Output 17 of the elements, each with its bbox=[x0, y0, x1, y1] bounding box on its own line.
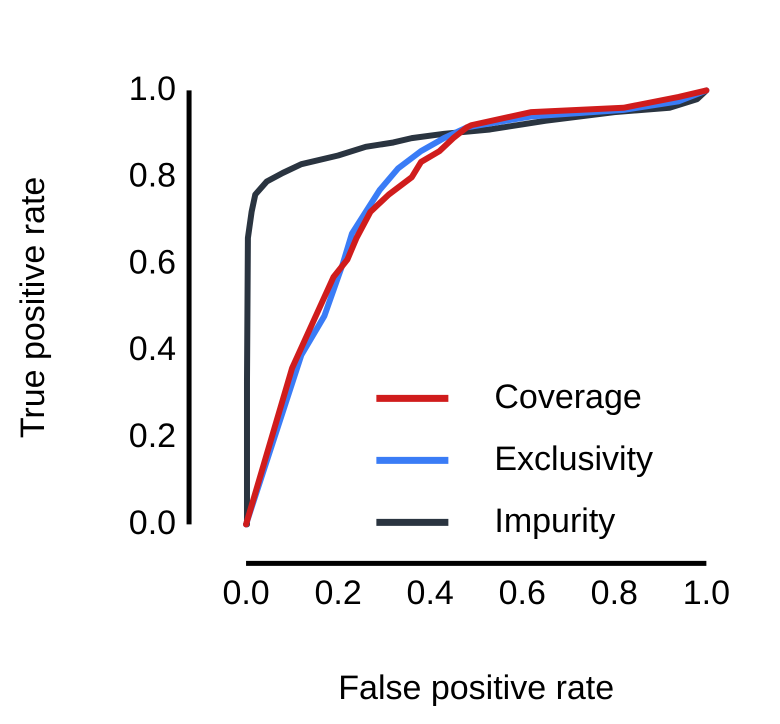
legend-label: Impurity bbox=[494, 502, 616, 540]
y-axis-title: True positive rate bbox=[14, 176, 52, 438]
x-tick-label: 1.0 bbox=[682, 574, 730, 612]
legend-label: Coverage bbox=[494, 378, 642, 416]
y-tick-label: 1.0 bbox=[128, 70, 176, 108]
y-tick-label: 0.2 bbox=[128, 416, 176, 455]
y-tick-label: 0.8 bbox=[128, 156, 176, 195]
legend-label: Exclusivity bbox=[494, 440, 654, 478]
y-tick-label: 0.6 bbox=[128, 243, 176, 282]
x-tick-label: 0.0 bbox=[222, 574, 270, 612]
x-axis-title: False positive rate bbox=[338, 668, 614, 707]
y-tick-label: 0.0 bbox=[128, 504, 176, 542]
x-tick-label: 0.2 bbox=[314, 574, 362, 612]
x-tick-label: 0.4 bbox=[406, 574, 454, 612]
y-tick-label: 0.4 bbox=[128, 330, 176, 368]
x-tick-label: 0.6 bbox=[498, 574, 546, 612]
x-tick-label: 0.8 bbox=[590, 574, 638, 612]
